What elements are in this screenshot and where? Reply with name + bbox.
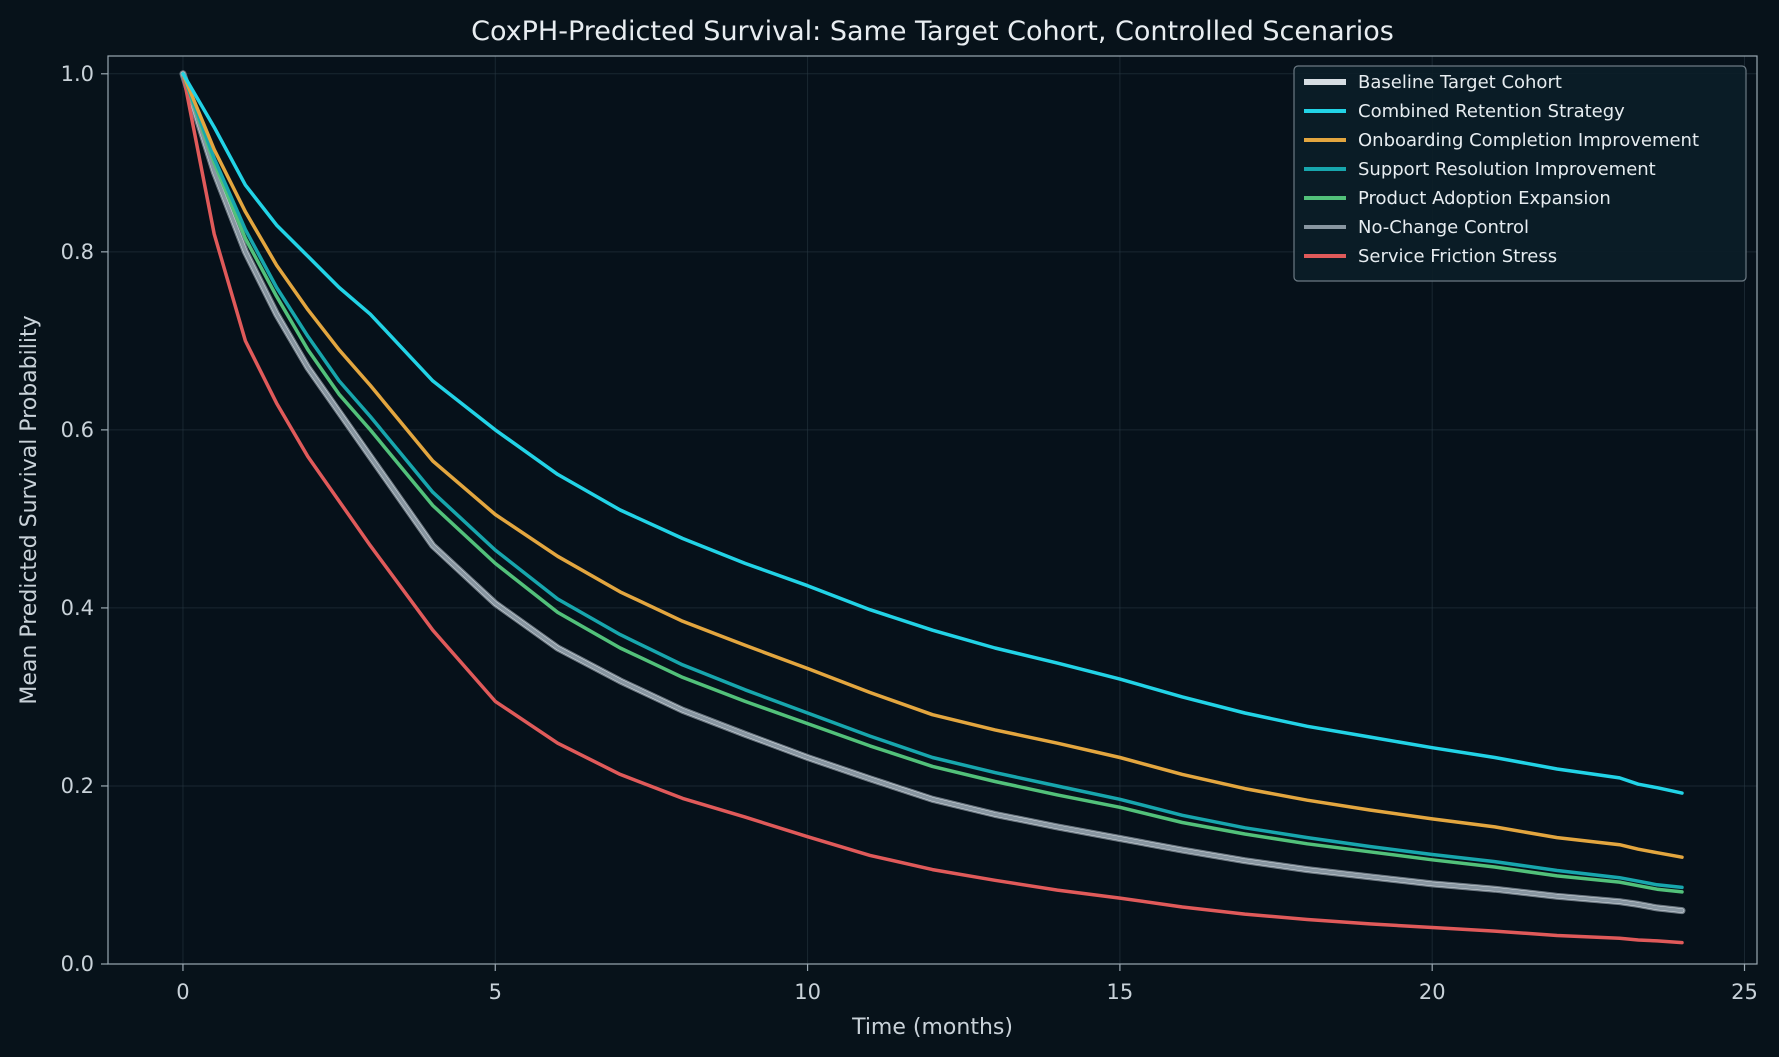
x-tick-label: 25 (1731, 980, 1758, 1004)
series-line-product-adoption-expansion (181, 72, 1684, 894)
y-tick-label: 1.0 (61, 62, 94, 86)
legend-label-onboarding-completion-improvement: Onboarding Completion Improvement (1358, 130, 1699, 151)
series-line-combined-retention-strategy (181, 72, 1684, 795)
legend-label-service-friction-stress: Service Friction Stress (1358, 246, 1557, 267)
series-line-no-change-control (181, 72, 1684, 913)
y-tick-label: 0.2 (61, 774, 94, 798)
y-tick-label: 0.4 (61, 596, 94, 620)
ticks: 0 5 10 15 20 25 0.0 0.2 0.4 0.6 0.8 1.0 (61, 62, 1758, 1004)
series-line-onboarding-completion-improvement (181, 72, 1684, 859)
chart-title: CoxPH-Predicted Survival: Same Target Co… (471, 16, 1394, 47)
legend: Baseline Target Cohort Combined Retention… (1293, 65, 1747, 282)
series-line-support-resolution-improvement (181, 72, 1684, 890)
legend-label-no-change-control: No-Change Control (1358, 217, 1529, 238)
legend-label-product-adoption-expansion: Product Adoption Expansion (1358, 188, 1611, 209)
x-tick-label: 5 (489, 980, 502, 1004)
series-line-service-friction-stress (181, 72, 1684, 945)
x-axis-label: Time (months) (851, 1015, 1013, 1040)
x-tick-label: 0 (176, 980, 189, 1004)
x-tick-label: 15 (1107, 980, 1134, 1004)
axes (107, 55, 1758, 965)
y-tick-label: 0.8 (61, 240, 94, 264)
legend-label-baseline-target-cohort: Baseline Target Cohort (1358, 72, 1562, 93)
plot-frame (107, 55, 1758, 965)
y-tick-label: 0.0 (61, 952, 94, 976)
x-tick-label: 20 (1419, 980, 1446, 1004)
legend-box (1293, 65, 1747, 282)
legend-label-combined-retention-strategy: Combined Retention Strategy (1358, 101, 1625, 122)
legend-label-support-resolution-improvement: Support Resolution Improvement (1358, 159, 1656, 180)
y-axis-label: Mean Predicted Survival Probability (17, 315, 42, 704)
series-lines (179, 70, 1686, 945)
y-tick-label: 0.6 (61, 418, 94, 442)
x-tick-label: 10 (794, 980, 821, 1004)
